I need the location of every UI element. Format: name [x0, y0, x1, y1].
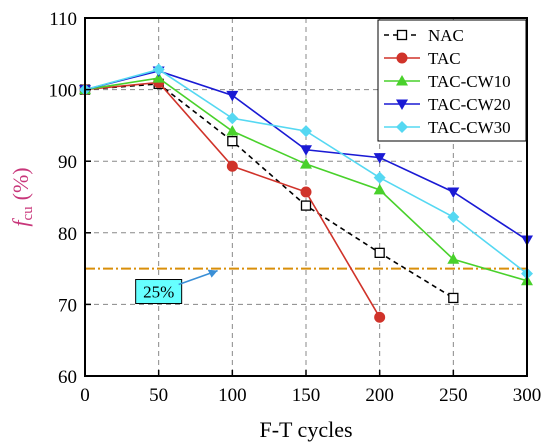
data-point-tac-cw30 [300, 125, 312, 138]
y-tick-label: 110 [49, 9, 77, 30]
y-tick-label: 80 [58, 224, 77, 245]
data-point-tac-cw30 [373, 171, 386, 184]
data-point-tac-cw20 [226, 90, 239, 102]
data-point-tac [226, 160, 238, 172]
data-point-tac [374, 311, 386, 323]
annotation-group: 25% [135, 269, 218, 305]
data-point-tac-cw10 [447, 253, 460, 264]
legend-label-tac-cw20: TAC-CW20 [428, 95, 511, 114]
tick-group: 0 50 100 150 200 250 300 60 70 80 90 100 110 [49, 9, 542, 406]
data-point-nac [448, 292, 459, 304]
data-point-nac [227, 136, 238, 147]
x-tick-label: 150 [292, 385, 321, 406]
annotation-label: 25% [143, 283, 174, 302]
x-tick-label: 100 [218, 385, 247, 406]
legend-marker-tac-cw10 [396, 75, 408, 86]
legend-marker-tac [396, 52, 408, 64]
y-axis-label-sub: cu [20, 206, 36, 221]
y-tick-label: 90 [58, 152, 77, 173]
data-point-tac-cw30 [226, 112, 239, 125]
data-point-tac-cw10 [152, 72, 165, 83]
legend-marker-nac [396, 29, 408, 41]
y-axis-label-main: f [8, 218, 33, 227]
data-point-tac-cw20 [373, 153, 386, 164]
y-tick-label: 70 [58, 295, 77, 316]
legend-label-tac-cw30: TAC-CW30 [428, 118, 511, 137]
x-tick-label: 250 [439, 385, 468, 406]
legend-marker-tac-cw30 [396, 121, 408, 133]
data-point-tac-cw30 [447, 211, 460, 224]
data-point-tac-cw10 [226, 125, 239, 136]
legend: NAC TAC TAC-CW10 TAC-CW20 TAC-CW30 [377, 19, 527, 142]
legend-label-tac: TAC [428, 49, 461, 68]
series-tac-cw30 [79, 63, 533, 280]
legend-marker-tac-cw20 [396, 99, 408, 110]
x-tick-label: 50 [149, 385, 168, 406]
annotation-arrow-head [207, 269, 218, 278]
data-point-tac-cw30 [152, 63, 165, 76]
y-tick-label: 60 [58, 367, 77, 388]
data-point-tac-cw10 [300, 158, 312, 169]
x-tick-label: 300 [513, 385, 542, 406]
x-tick-label: 0 [80, 385, 90, 406]
annotation-box [135, 279, 183, 305]
legend-label-tac-cw10: TAC-CW10 [428, 72, 511, 91]
y-axis-label-unit: (%) [8, 167, 33, 200]
legend-label-nac: NAC [428, 26, 464, 45]
data-point-nac [300, 200, 312, 211]
y-tick-label: 100 [49, 81, 78, 102]
data-point-tac [300, 186, 312, 198]
x-tick-label: 200 [365, 385, 394, 406]
data-point-tac-cw20 [300, 145, 312, 156]
series-line-nac [84, 83, 454, 299]
data-point-nac [374, 247, 385, 258]
data-point-tac-cw20 [447, 187, 460, 198]
data-point-tac-cw10 [373, 183, 386, 195]
y-axis-label: fcu (%) [8, 167, 36, 226]
x-axis-label: F-T cycles [259, 417, 352, 442]
